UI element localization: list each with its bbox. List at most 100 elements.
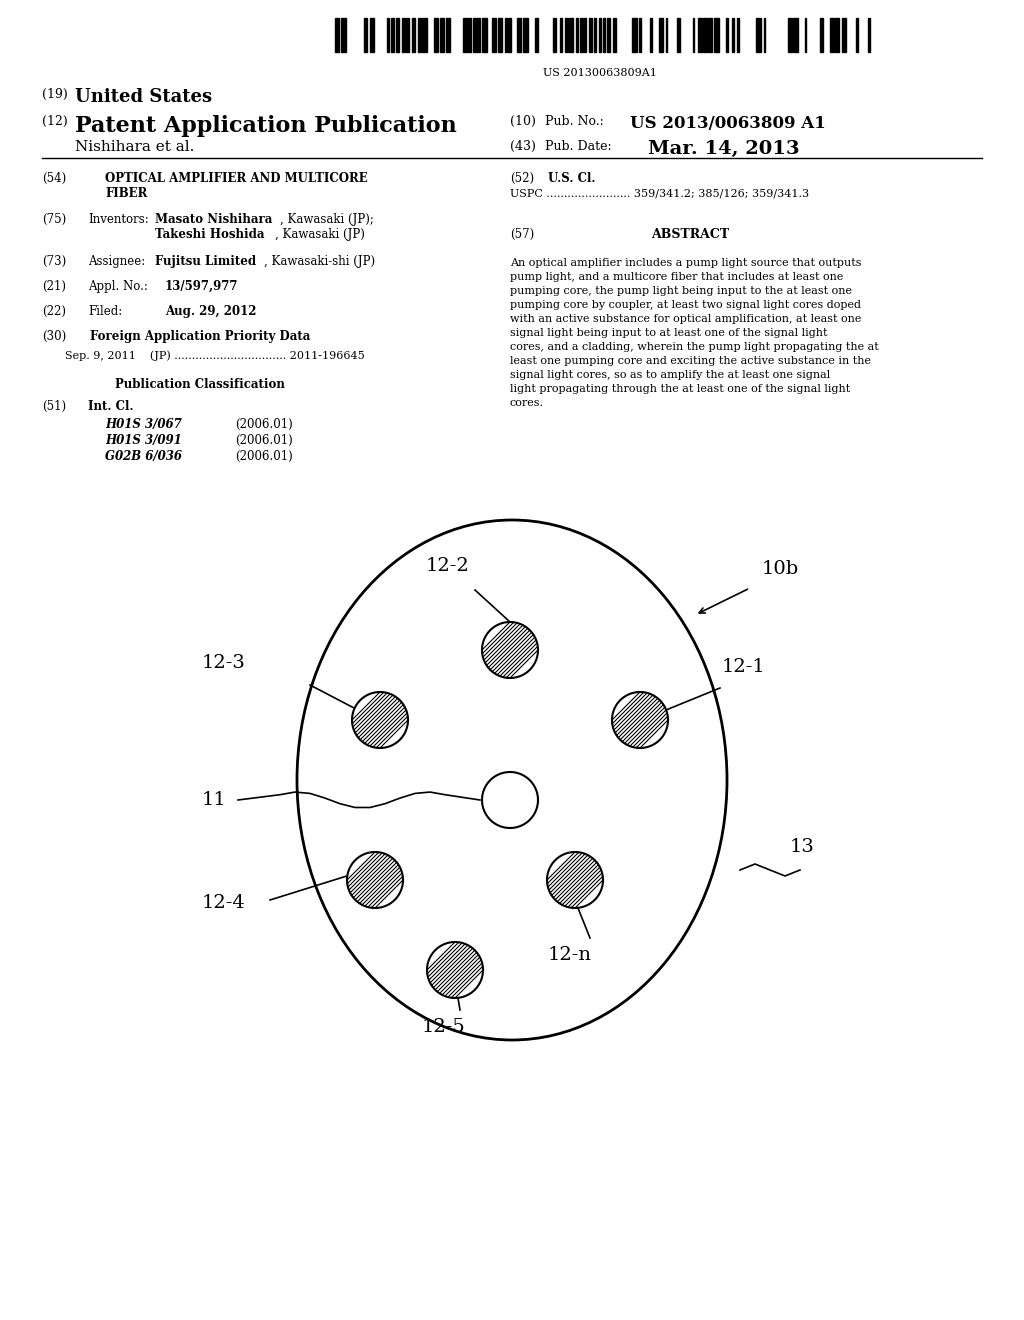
Bar: [856, 18, 858, 51]
Bar: [523, 18, 527, 51]
Text: Fujitsu Limited: Fujitsu Limited: [155, 255, 256, 268]
Text: Filed:: Filed:: [88, 305, 122, 318]
Text: Appl. No.:: Appl. No.:: [88, 280, 147, 293]
Text: Int. Cl.: Int. Cl.: [88, 400, 133, 413]
Text: US 2013/0063809 A1: US 2013/0063809 A1: [630, 115, 825, 132]
Bar: [446, 18, 450, 51]
Bar: [843, 18, 847, 51]
Bar: [335, 18, 339, 51]
Bar: [402, 18, 406, 51]
Bar: [820, 18, 822, 51]
Bar: [493, 18, 496, 51]
Polygon shape: [482, 622, 538, 678]
Text: (2006.01): (2006.01): [234, 450, 293, 463]
Text: H01S 3/091: H01S 3/091: [105, 434, 181, 447]
Polygon shape: [482, 772, 538, 828]
Text: cores.: cores.: [510, 399, 544, 408]
Bar: [805, 18, 807, 51]
Text: U.S. Cl.: U.S. Cl.: [548, 172, 596, 185]
Text: light propagating through the at least one of the signal light: light propagating through the at least o…: [510, 384, 850, 393]
Text: Pub. No.:: Pub. No.:: [545, 115, 604, 128]
Bar: [387, 18, 389, 51]
Text: Masato Nishihara: Masato Nishihara: [155, 213, 272, 226]
Bar: [633, 18, 637, 51]
Text: with an active substance for optical amplification, at least one: with an active substance for optical amp…: [510, 314, 861, 323]
Text: (22): (22): [42, 305, 66, 318]
Polygon shape: [612, 692, 668, 748]
Text: United States: United States: [75, 88, 212, 106]
Text: (10): (10): [510, 115, 536, 128]
Bar: [364, 18, 367, 51]
Text: (19): (19): [42, 88, 68, 102]
Text: , Kawasaki (JP);: , Kawasaki (JP);: [280, 213, 374, 226]
Text: 12-4: 12-4: [202, 894, 246, 912]
Bar: [737, 18, 739, 51]
Bar: [569, 18, 573, 51]
Text: pumping core by coupler, at least two signal light cores doped: pumping core by coupler, at least two si…: [510, 300, 861, 310]
Bar: [698, 18, 702, 51]
Text: signal light cores, so as to amplify the at least one signal: signal light cores, so as to amplify the…: [510, 370, 830, 380]
Bar: [434, 18, 437, 51]
Bar: [468, 18, 471, 51]
Text: 12-n: 12-n: [548, 946, 592, 964]
Bar: [703, 18, 708, 51]
Bar: [440, 18, 443, 51]
Bar: [413, 18, 415, 51]
Bar: [560, 18, 562, 51]
Text: Aug. 29, 2012: Aug. 29, 2012: [165, 305, 256, 318]
Bar: [584, 18, 586, 51]
Text: (2006.01): (2006.01): [234, 418, 293, 432]
Bar: [589, 18, 592, 51]
Text: , Kawasaki (JP): , Kawasaki (JP): [275, 228, 365, 242]
Text: OPTICAL AMPLIFIER AND MULTICORE: OPTICAL AMPLIFIER AND MULTICORE: [105, 172, 368, 185]
Bar: [482, 18, 486, 51]
Bar: [793, 18, 798, 51]
Text: 12-1: 12-1: [722, 657, 766, 676]
Bar: [658, 18, 663, 51]
Bar: [833, 18, 835, 51]
Text: USPC ........................ 359/341.2; 385/126; 359/341.3: USPC ........................ 359/341.2;…: [510, 187, 809, 198]
Polygon shape: [347, 851, 403, 908]
Text: Nishihara et al.: Nishihara et al.: [75, 140, 195, 154]
Text: 13: 13: [790, 838, 815, 855]
Bar: [677, 18, 680, 51]
Bar: [830, 18, 831, 51]
Bar: [370, 18, 374, 51]
Bar: [577, 18, 579, 51]
Text: G02B 6/036: G02B 6/036: [105, 450, 182, 463]
Bar: [508, 18, 511, 51]
Bar: [407, 18, 409, 51]
Bar: [715, 18, 719, 51]
Text: (43): (43): [510, 140, 536, 153]
Text: Publication Classification: Publication Classification: [115, 378, 285, 391]
Text: Takeshi Hoshida: Takeshi Hoshida: [155, 228, 264, 242]
Bar: [693, 18, 694, 51]
Text: An optical amplifier includes a pump light source that outputs: An optical amplifier includes a pump lig…: [510, 257, 861, 268]
Bar: [580, 18, 583, 51]
Bar: [757, 18, 761, 51]
Text: (54): (54): [42, 172, 67, 185]
Text: (57): (57): [510, 228, 535, 242]
Bar: [666, 18, 668, 51]
Bar: [650, 18, 652, 51]
Bar: [553, 18, 556, 51]
Bar: [565, 18, 568, 51]
Bar: [505, 18, 507, 51]
Polygon shape: [352, 692, 408, 748]
Text: Patent Application Publication: Patent Application Publication: [75, 115, 457, 137]
Text: , Kawasaki-shi (JP): , Kawasaki-shi (JP): [264, 255, 375, 268]
Text: H01S 3/067: H01S 3/067: [105, 418, 181, 432]
Text: (51): (51): [42, 400, 67, 413]
Bar: [868, 18, 869, 51]
Text: Mar. 14, 2013: Mar. 14, 2013: [648, 140, 800, 158]
Bar: [726, 18, 728, 51]
Text: Sep. 9, 2011    (JP) ................................ 2011-196645: Sep. 9, 2011 (JP) ......................…: [65, 350, 365, 360]
Text: 12-2: 12-2: [426, 557, 470, 576]
Text: 12-5: 12-5: [421, 1018, 465, 1036]
Bar: [476, 18, 480, 51]
Text: Pub. Date:: Pub. Date:: [545, 140, 611, 153]
Bar: [787, 18, 792, 51]
Bar: [391, 18, 394, 51]
Text: (2006.01): (2006.01): [234, 434, 293, 447]
Bar: [463, 18, 467, 51]
